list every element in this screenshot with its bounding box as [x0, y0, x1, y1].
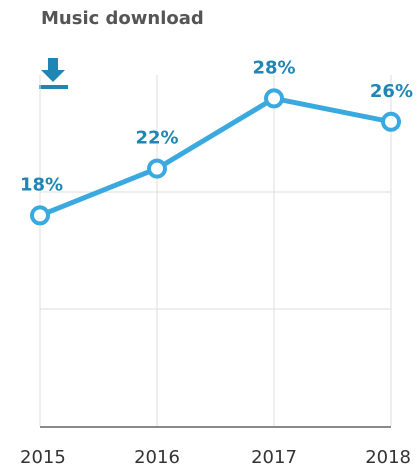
- x-tick-label-2015: 2015: [20, 447, 66, 465]
- chart-title: Music download: [41, 8, 204, 29]
- data-label-2016: 22%: [135, 128, 178, 149]
- data-label-2017: 28%: [252, 57, 295, 78]
- x-tick-label-2017: 2017: [251, 447, 297, 465]
- data-label-2015: 18%: [20, 174, 63, 195]
- data-label-2018: 26%: [370, 81, 413, 102]
- x-tick-label-2018: 2018: [365, 447, 411, 465]
- data-point-2017: [264, 88, 284, 109]
- x-tick-label-2016: 2016: [134, 447, 180, 465]
- data-point-2016: [147, 158, 167, 179]
- data-point-2015: [30, 205, 50, 226]
- series-line: [37, 95, 394, 218]
- download-icon: [39, 58, 68, 89]
- data-point-2018: [381, 111, 401, 132]
